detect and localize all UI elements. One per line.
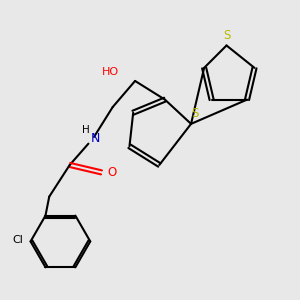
Text: S: S [223,28,230,41]
Text: HO: HO [102,67,119,76]
Text: O: O [107,166,117,179]
Text: Cl: Cl [12,235,23,244]
Text: S: S [191,107,199,120]
Text: H: H [82,125,90,135]
Text: N: N [91,132,101,145]
